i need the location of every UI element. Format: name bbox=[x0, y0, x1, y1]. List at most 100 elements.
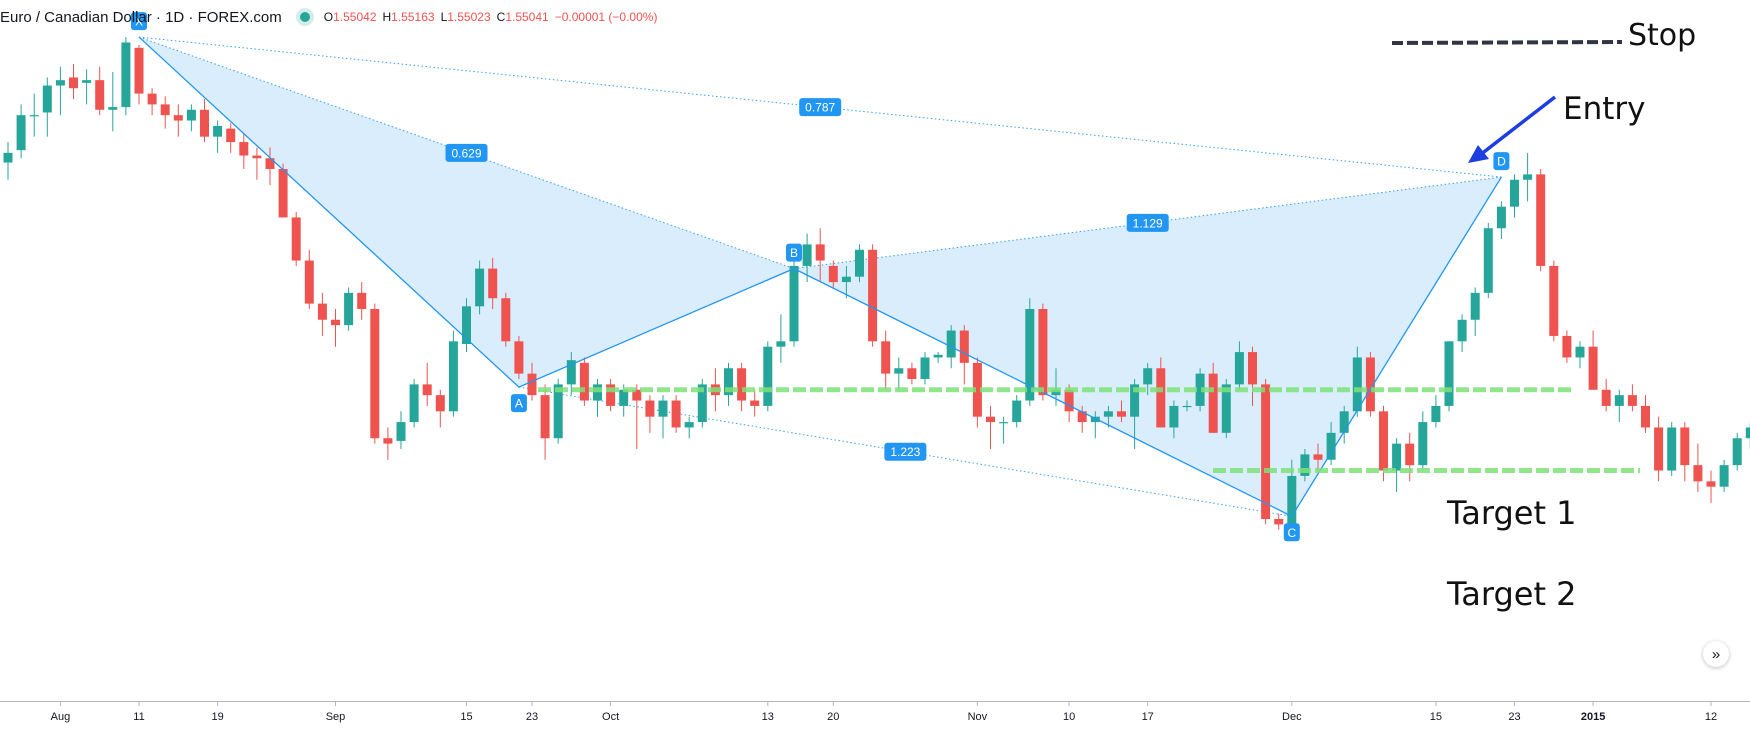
candle[interactable] bbox=[933, 352, 943, 363]
candle[interactable] bbox=[1405, 432, 1415, 482]
candle[interactable] bbox=[1090, 411, 1100, 439]
candle[interactable] bbox=[108, 72, 118, 132]
candle[interactable] bbox=[1365, 352, 1375, 417]
candle[interactable] bbox=[1562, 330, 1572, 363]
candle[interactable] bbox=[95, 66, 105, 116]
candle[interactable] bbox=[881, 330, 891, 390]
candle[interactable] bbox=[737, 362, 747, 412]
candle[interactable] bbox=[593, 379, 602, 417]
candle[interactable] bbox=[1156, 357, 1166, 428]
point-label-b[interactable]: B bbox=[786, 243, 802, 262]
candle[interactable] bbox=[69, 64, 78, 99]
candle[interactable] bbox=[1719, 459, 1729, 493]
candle[interactable] bbox=[239, 134, 249, 169]
candle[interactable] bbox=[1195, 368, 1205, 412]
candle[interactable] bbox=[999, 416, 1009, 444]
candle[interactable] bbox=[265, 147, 275, 186]
candle[interactable] bbox=[514, 335, 524, 379]
point-label-a[interactable]: A bbox=[510, 394, 527, 413]
candle[interactable] bbox=[1339, 405, 1349, 444]
candle[interactable] bbox=[724, 362, 733, 406]
candle[interactable] bbox=[1300, 449, 1310, 482]
candle[interactable] bbox=[802, 233, 812, 283]
candle[interactable] bbox=[1614, 389, 1624, 423]
candle[interactable] bbox=[1025, 298, 1035, 406]
candle[interactable] bbox=[841, 265, 851, 299]
candle[interactable] bbox=[815, 228, 825, 283]
candle[interactable] bbox=[1732, 432, 1742, 471]
candle[interactable] bbox=[134, 45, 144, 105]
candle[interactable] bbox=[317, 292, 327, 336]
candle[interactable] bbox=[55, 66, 65, 116]
candle[interactable] bbox=[278, 163, 288, 218]
candle[interactable] bbox=[1392, 438, 1402, 493]
candle[interactable] bbox=[396, 411, 406, 449]
candle[interactable] bbox=[1431, 395, 1441, 428]
ratio-label[interactable]: 0.629 bbox=[445, 143, 488, 162]
candle[interactable] bbox=[291, 212, 301, 266]
candle[interactable] bbox=[1313, 443, 1323, 471]
candle[interactable] bbox=[1261, 379, 1271, 525]
candle[interactable] bbox=[868, 244, 878, 347]
point-label-d[interactable]: D bbox=[1493, 152, 1510, 171]
candle[interactable] bbox=[789, 255, 799, 347]
candle[interactable] bbox=[1457, 314, 1467, 353]
candle[interactable] bbox=[1038, 303, 1048, 401]
candle[interactable] bbox=[1536, 169, 1546, 272]
candle[interactable] bbox=[160, 96, 170, 129]
candle[interactable] bbox=[1143, 362, 1153, 396]
candle[interactable] bbox=[986, 405, 995, 449]
candle[interactable] bbox=[1693, 443, 1703, 493]
candle[interactable] bbox=[1103, 405, 1113, 428]
candle[interactable] bbox=[1326, 422, 1336, 466]
candle[interactable] bbox=[304, 249, 314, 309]
candle[interactable] bbox=[579, 357, 589, 406]
candle[interactable] bbox=[1641, 395, 1650, 433]
point-label-x[interactable]: X bbox=[131, 12, 147, 31]
candle[interactable] bbox=[252, 147, 262, 180]
candle[interactable] bbox=[894, 357, 904, 390]
candle[interactable] bbox=[1470, 287, 1480, 336]
candle[interactable] bbox=[1601, 379, 1611, 412]
candle[interactable] bbox=[226, 123, 236, 153]
scroll-to-realtime-button[interactable]: » bbox=[1703, 641, 1729, 667]
candle[interactable] bbox=[1418, 411, 1428, 471]
candle[interactable] bbox=[645, 395, 655, 433]
candle[interactable] bbox=[776, 314, 786, 363]
candle[interactable] bbox=[147, 88, 157, 116]
candle[interactable] bbox=[488, 257, 498, 309]
candle[interactable] bbox=[1575, 341, 1585, 369]
candle[interactable] bbox=[121, 37, 131, 116]
candle[interactable] bbox=[1706, 470, 1716, 503]
candle[interactable] bbox=[435, 389, 445, 428]
ratio-label[interactable]: 0.787 bbox=[799, 98, 842, 117]
candle[interactable] bbox=[16, 104, 26, 159]
candle[interactable] bbox=[671, 395, 681, 433]
candle[interactable] bbox=[475, 260, 485, 315]
candle[interactable] bbox=[1483, 222, 1493, 299]
candle[interactable] bbox=[684, 416, 694, 439]
candle[interactable] bbox=[42, 77, 52, 137]
candle[interactable] bbox=[357, 282, 367, 320]
candle[interactable] bbox=[462, 298, 471, 353]
candle[interactable] bbox=[1012, 395, 1022, 428]
candle[interactable] bbox=[186, 104, 196, 132]
candle[interactable] bbox=[1077, 405, 1087, 433]
candle[interactable] bbox=[1444, 341, 1454, 412]
ratio-label[interactable]: 1.223 bbox=[884, 442, 927, 461]
candle[interactable] bbox=[3, 142, 13, 180]
candle[interactable] bbox=[1627, 384, 1637, 412]
candle[interactable] bbox=[750, 389, 760, 417]
candle[interactable] bbox=[1208, 362, 1218, 433]
candle[interactable] bbox=[920, 352, 930, 385]
candle[interactable] bbox=[1510, 174, 1519, 218]
symbol-title[interactable]: Euro / Canadian Dollar · 1D · FOREX.com bbox=[0, 8, 282, 26]
candle[interactable] bbox=[1549, 260, 1559, 342]
candle[interactable] bbox=[1667, 422, 1677, 476]
point-label-c[interactable]: C bbox=[1283, 523, 1300, 542]
candle[interactable] bbox=[697, 379, 707, 428]
candle[interactable] bbox=[1234, 341, 1244, 390]
candle[interactable] bbox=[409, 379, 419, 428]
candle[interactable] bbox=[1182, 400, 1192, 412]
